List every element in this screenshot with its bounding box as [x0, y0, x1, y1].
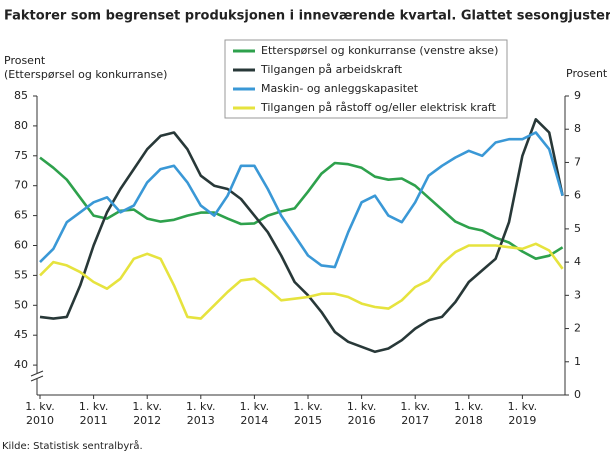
- y-tick-label: 60: [14, 239, 28, 252]
- axis-break: [31, 373, 43, 379]
- x-tick-label: 1. kv. 2015: [293, 400, 323, 427]
- y2-tick-label: 7: [574, 155, 581, 168]
- x-tick-label: 1. kv. 2018: [454, 400, 484, 427]
- x-tick-label: 1. kv. 2012: [132, 400, 162, 427]
- x-tick-label: 1. kv. 2017: [400, 400, 430, 427]
- x-tick-label: 1. kv. 2010: [25, 400, 55, 427]
- series-line: [39, 242, 564, 320]
- y-tick-label: 85: [14, 89, 28, 102]
- x-tick-label: 1. kv. 2014: [239, 400, 270, 427]
- y-tick-label: 45: [14, 328, 28, 341]
- y2-tick-label: 8: [574, 122, 581, 135]
- axis-break: [30, 370, 44, 377]
- legend-label: Tilgangen på arbeidskraft: [260, 63, 403, 76]
- chart-title: Faktorer som begrenset produksjonen i in…: [4, 9, 610, 24]
- y-tick-label: 65: [14, 209, 28, 222]
- y-axis-label: Prosent (Etterspørsel og konkurranse): [4, 54, 168, 81]
- y2-tick-label: 3: [574, 288, 581, 301]
- x-tick-label: 1. kv. 2019: [507, 400, 538, 427]
- legend-box: [224, 39, 508, 119]
- y2-tick-label: 1: [574, 355, 581, 368]
- y-tick-label: 80: [14, 119, 28, 132]
- y-tick-label: 40: [14, 358, 28, 371]
- x-tick-label: 1. kv. 2013: [186, 400, 216, 427]
- series-line: [39, 118, 564, 354]
- y2-tick-label: 4: [574, 255, 581, 268]
- y2-tick-label: 0: [574, 388, 581, 401]
- x-tick-label: 1. kv. 2011: [78, 400, 109, 427]
- y-tick-label: 75: [14, 149, 28, 162]
- y-tick-label: 50: [14, 298, 28, 311]
- y2-tick-label: 5: [574, 222, 581, 235]
- y2-tick-label: 9: [574, 89, 581, 102]
- y-tick-label: 70: [14, 179, 28, 192]
- y-tick-label: 55: [14, 268, 28, 281]
- legend-label: Tilgangen på råstoff og/eller elektrisk …: [260, 101, 497, 114]
- axis-break: [30, 375, 44, 382]
- x-tick-label: 1. kv. 2016: [346, 400, 377, 427]
- legend-label: Etterspørsel og konkurranse (venstre aks…: [261, 44, 498, 57]
- source: Kilde: Statistisk sentralbyrå.: [2, 439, 143, 452]
- series-line: [39, 131, 564, 269]
- y2-axis-label: Prosent: [566, 67, 608, 80]
- legend-label: Maskin- og anleggskapasitet: [261, 82, 419, 95]
- y2-tick-label: 2: [574, 322, 581, 335]
- y2-tick-label: 6: [574, 189, 581, 202]
